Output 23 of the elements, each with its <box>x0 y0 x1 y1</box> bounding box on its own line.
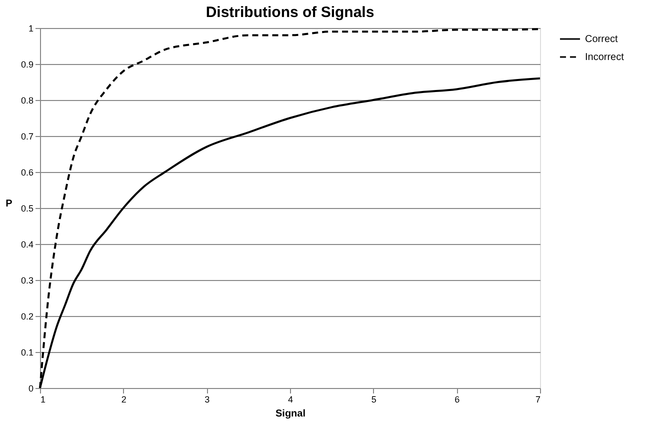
y-tick-label: 1 <box>28 24 34 34</box>
y-tick-label: 0.6 <box>20 168 34 178</box>
x-axis-title: Signal <box>275 408 306 420</box>
y-tick-label: 0.4 <box>20 240 34 250</box>
x-tick-label: 6 <box>454 394 460 404</box>
x-tick-label: 7 <box>535 394 540 404</box>
chart-title: Distributions of Signals <box>206 4 374 21</box>
legend-label: Incorrect <box>585 52 624 63</box>
legend-label: Correct <box>585 34 618 45</box>
x-tick-label: 2 <box>121 394 126 404</box>
y-tick-label: 0.3 <box>20 276 34 286</box>
y-tick-label: 0.9 <box>20 60 34 70</box>
y-tick-label: 0.8 <box>20 96 34 106</box>
y-tick-label: 0.2 <box>20 312 34 322</box>
y-axis-title: P <box>6 198 13 210</box>
y-tick-label: 0.1 <box>20 348 34 358</box>
y-tick-label: 0.7 <box>20 132 34 142</box>
y-tick-label: 0.5 <box>20 204 34 214</box>
x-tick-label: 1 <box>40 394 46 404</box>
x-tick-label: 5 <box>371 394 376 404</box>
x-tick-label: 4 <box>288 394 294 404</box>
y-tick-label: 0 <box>28 384 34 394</box>
x-tick-label: 3 <box>204 394 210 404</box>
